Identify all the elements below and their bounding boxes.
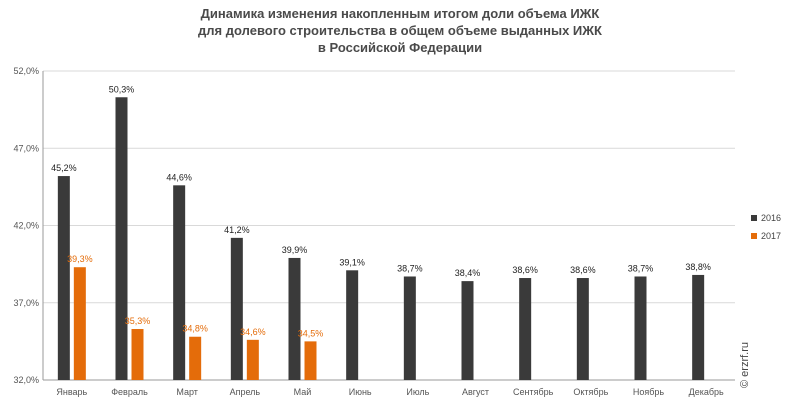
data-labels: 45,2% 50,3% 44,6% 41,2% 39,9% 39,1% 38,7% 38,4%… xyxy=(51,84,711,338)
y-tick-label: 52,0% xyxy=(13,66,39,76)
bar-2017 xyxy=(246,339,259,380)
bar-2016 xyxy=(634,276,647,380)
data-label-2017: 34,5% xyxy=(298,328,324,338)
bar-2016 xyxy=(403,276,416,380)
y-tick-label: 37,0% xyxy=(13,298,39,308)
data-label-2016: 41,2% xyxy=(224,225,250,235)
x-tick-label: Сентябрь xyxy=(513,387,554,397)
bar-2016 xyxy=(115,97,128,380)
bar-2016 xyxy=(576,278,589,380)
x-tick-label: Ноябрь xyxy=(633,387,665,397)
x-tick-label: Июнь xyxy=(349,387,372,397)
y-tick-label: 42,0% xyxy=(13,221,39,231)
axes: 32,0% 37,0% 42,0% 47,0% 52,0% Январь Февраль Ма… xyxy=(13,66,735,397)
x-tick-label: Апрель xyxy=(230,387,261,397)
x-tick-label: Октябрь xyxy=(573,387,608,397)
bar-2016 xyxy=(173,185,186,380)
title-line-3: в Российской Федерации xyxy=(317,40,483,55)
x-tick-label: Март xyxy=(176,387,198,397)
data-label-2016: 38,7% xyxy=(628,263,654,273)
bar-2016 xyxy=(288,257,301,380)
bar-2016 xyxy=(461,281,474,380)
bar-2016 xyxy=(346,270,359,380)
data-label-2017: 34,8% xyxy=(182,324,208,334)
data-label-2016: 39,1% xyxy=(339,257,365,267)
bar-2016 xyxy=(692,274,705,380)
legend-swatch-2017 xyxy=(751,233,757,239)
data-label-2016: 38,8% xyxy=(685,262,711,272)
data-label-2017: 39,3% xyxy=(67,254,93,264)
chart-title: Динамика изменения накопленным итогом до… xyxy=(120,5,680,56)
x-tick-label: Май xyxy=(294,387,312,397)
bar-2017 xyxy=(131,329,144,380)
bar-2017 xyxy=(73,267,86,380)
x-tick-label: Август xyxy=(462,387,489,397)
data-label-2016: 50,3% xyxy=(109,84,135,94)
data-label-2017: 35,3% xyxy=(125,316,151,326)
bar-2017 xyxy=(304,341,317,380)
bar-2016 xyxy=(230,237,243,380)
watermark-text: © erzrf.ru xyxy=(739,342,751,388)
x-tick-label: Декабрь xyxy=(689,387,724,397)
x-tick-label: Июль xyxy=(406,387,429,397)
legend-swatch-2016 xyxy=(751,215,757,221)
title-line-2: для долевого строительства в общем объем… xyxy=(198,23,602,38)
data-label-2016: 38,7% xyxy=(397,263,423,273)
x-tick-label: Февраль xyxy=(111,387,148,397)
data-label-2016: 39,9% xyxy=(282,245,308,255)
data-label-2017: 34,6% xyxy=(240,327,266,337)
bars xyxy=(57,97,705,380)
title-line-1: Динамика изменения накопленным итогом до… xyxy=(200,6,600,21)
y-tick-label: 47,0% xyxy=(13,143,39,153)
bar-2017 xyxy=(189,336,202,380)
bar-2016 xyxy=(519,278,532,380)
legend-label-2016: 2016 xyxy=(761,213,781,223)
legend: 2016 2017 xyxy=(751,213,781,241)
y-tick-label: 32,0% xyxy=(13,375,39,385)
x-tick-label: Январь xyxy=(56,387,87,397)
legend-label-2017: 2017 xyxy=(761,231,781,241)
grid-lines xyxy=(43,70,735,304)
data-label-2016: 38,4% xyxy=(455,268,481,278)
data-label-2016: 45,2% xyxy=(51,163,77,173)
data-label-2016: 38,6% xyxy=(512,265,538,275)
data-label-2016: 38,6% xyxy=(570,265,596,275)
data-label-2016: 44,6% xyxy=(166,172,192,182)
bar-2016 xyxy=(57,176,70,380)
